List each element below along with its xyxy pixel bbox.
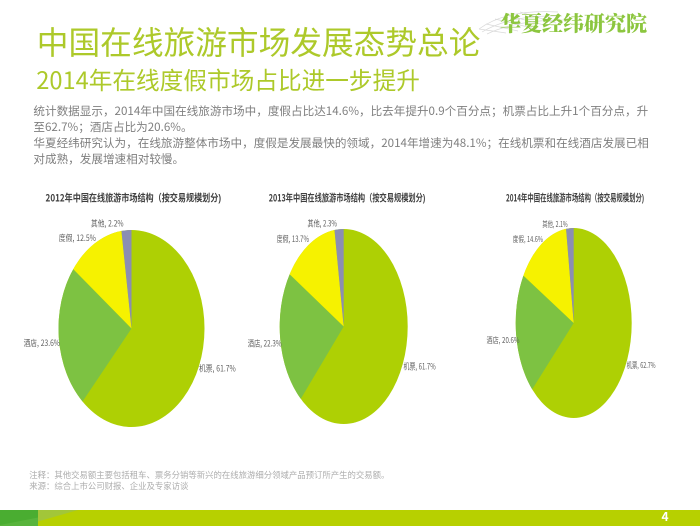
svg-text:酒店, 23.6%: 酒店, 23.6%	[24, 337, 60, 349]
svg-text:2012年中国在线旅游市场结构（按交易规模划分): 2012年中国在线旅游市场结构（按交易规模划分)	[46, 190, 222, 205]
svg-text:机票, 61.7%: 机票, 61.7%	[404, 361, 436, 373]
svg-text:机票, 62.7%: 机票, 62.7%	[627, 360, 656, 371]
svg-text:度假, 12.5%: 度假, 12.5%	[59, 232, 96, 244]
svg-text:其他, 2.3%: 其他, 2.3%	[308, 218, 338, 230]
svg-text:机票, 61.7%: 机票, 61.7%	[199, 363, 236, 375]
svg-text:2014年中国在线旅游市场结构（按交易规模划分): 2014年中国在线旅游市场结构（按交易规模划分)	[506, 190, 644, 205]
svg-text:2013年中国在线旅游市场结构（按交易规模划分): 2013年中国在线旅游市场结构（按交易规模划分)	[269, 190, 426, 205]
svg-text:其他, 2.2%: 其他, 2.2%	[91, 218, 124, 230]
svg-text:度假, 13.7%: 度假, 13.7%	[277, 233, 309, 245]
svg-text:酒店, 22.3%: 酒店, 22.3%	[248, 338, 282, 350]
svg-text:酒店, 20.6%: 酒店, 20.6%	[487, 335, 520, 346]
svg-text:其他, 2.1%: 其他, 2.1%	[542, 219, 568, 230]
svg-text:度假, 14.6%: 度假, 14.6%	[513, 234, 544, 245]
